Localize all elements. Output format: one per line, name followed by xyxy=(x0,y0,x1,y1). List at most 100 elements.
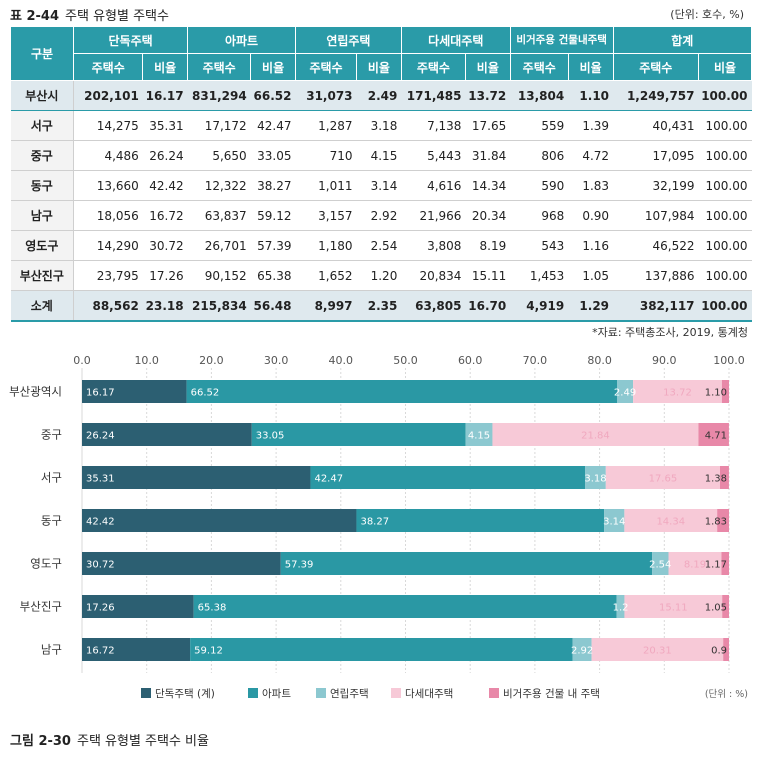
cell-ratio: 42.47 xyxy=(250,110,296,141)
cell-count: 20,834 xyxy=(401,260,466,291)
bar-value-label: 59.12 xyxy=(194,646,223,657)
cell-ratio: 31.84 xyxy=(465,140,511,171)
cell-count: 31,073 xyxy=(295,80,357,111)
cell-ratio: 1.29 xyxy=(568,290,614,322)
bar-segment xyxy=(698,423,729,446)
cell-count: 26,701 xyxy=(187,230,251,261)
cell-ratio: 65.38 xyxy=(250,260,296,291)
cell-ratio: 16.17 xyxy=(142,80,188,111)
category-label: 동구 xyxy=(41,514,62,528)
cell-count: 202,101 xyxy=(73,80,143,111)
cell-count: 3,808 xyxy=(401,230,466,261)
bar-value-label: 65.38 xyxy=(198,603,227,614)
cell-ratio: 100.00 xyxy=(698,80,752,111)
cell-count: 559 xyxy=(510,110,569,141)
cell-ratio: 57.39 xyxy=(250,230,296,261)
bar-value-label: 15.11 xyxy=(659,603,688,614)
cell-ratio: 38.27 xyxy=(250,170,296,201)
x-tick-label: 40.0 xyxy=(329,354,354,367)
header-ratio: 비율 xyxy=(250,53,296,81)
cell-ratio: 26.24 xyxy=(142,140,188,171)
bar-value-label: 26.24 xyxy=(86,431,115,442)
cell-ratio: 16.72 xyxy=(142,200,188,231)
cell-ratio: 1.20 xyxy=(356,260,402,291)
cell-ratio: 2.92 xyxy=(356,200,402,231)
cell-count: 40,431 xyxy=(613,110,699,141)
category-label: 부산진구 xyxy=(20,600,62,614)
table-row: 서구 14,275 35.31 17,172 42.47 1,287 3.18 7,138 17… xyxy=(10,110,752,141)
bar-segment xyxy=(624,509,718,532)
row-label: 남구 xyxy=(10,200,75,231)
bar-value-label: 3.14 xyxy=(603,517,625,528)
bar-segment xyxy=(723,638,729,661)
cell-count: 968 xyxy=(510,200,569,231)
bar-segment xyxy=(190,638,573,661)
cell-count: 63,837 xyxy=(187,200,251,231)
cell-count: 21,966 xyxy=(401,200,466,231)
header-count: 주택수 xyxy=(509,53,569,81)
bar-segment xyxy=(591,638,724,661)
bar-segment xyxy=(82,509,357,532)
cell-ratio: 30.72 xyxy=(142,230,188,261)
cell-ratio: 100.00 xyxy=(698,140,752,171)
table-row: 영도구 14,290 30.72 26,701 57.39 1,180 2.54 3,808 8… xyxy=(10,230,752,261)
cell-count: 171,485 xyxy=(401,80,466,111)
cell-count: 137,886 xyxy=(613,260,699,291)
legend-label: 다세대주택 xyxy=(405,688,453,700)
bar-value-label: 4.71 xyxy=(705,431,727,442)
cell-count: 17,172 xyxy=(187,110,251,141)
legend-swatch xyxy=(489,688,499,698)
bar-segment xyxy=(652,552,669,575)
cell-count: 5,443 xyxy=(401,140,466,171)
x-tick-label: 90.0 xyxy=(652,354,677,367)
cell-count: 12,322 xyxy=(187,170,251,201)
bar-segment xyxy=(616,595,625,618)
bar-value-label: 0.9 xyxy=(711,646,727,657)
cell-ratio: 15.11 xyxy=(465,260,511,291)
cell-ratio: 100.00 xyxy=(698,260,752,291)
cell-count: 46,522 xyxy=(613,230,699,261)
header-category: 구분 xyxy=(9,26,75,81)
bar-value-label: 4.15 xyxy=(468,431,490,442)
figure-caption: 그림 2-30 주택 유형별 주택수 비율 xyxy=(10,730,209,749)
row-label: 동구 xyxy=(10,170,75,201)
bar-value-label: 66.52 xyxy=(191,388,220,399)
cell-count: 13,804 xyxy=(510,80,569,111)
cell-ratio: 3.18 xyxy=(356,110,402,141)
legend-swatch xyxy=(248,688,258,698)
bar-segment xyxy=(605,466,721,489)
cell-ratio: 20.34 xyxy=(465,200,511,231)
bar-value-label: 1.2 xyxy=(613,603,629,614)
figure-caption-number: 그림 2-30 xyxy=(10,734,71,749)
x-tick-label: 0.0 xyxy=(73,354,91,367)
bar-value-label: 14.34 xyxy=(656,517,685,528)
header-group: 단독주택 xyxy=(73,26,189,54)
cell-ratio: 59.12 xyxy=(250,200,296,231)
table-caption-title: 주택 유형별 주택수 xyxy=(65,9,169,24)
bar-value-label: 42.47 xyxy=(314,474,343,485)
cell-ratio: 17.65 xyxy=(465,110,511,141)
bar-value-label: 21.84 xyxy=(581,431,610,442)
bar-segment xyxy=(604,509,625,532)
table-row: 동구 13,660 42.42 12,322 38.27 1,011 3.14 4,616 14… xyxy=(10,170,752,201)
cell-ratio: 1.39 xyxy=(568,110,614,141)
table-header-row-1: 구분 단독주택 아파트 연립주택 다세대주택 비거주용 건물내주택 합계 xyxy=(9,26,753,81)
bar-segment xyxy=(633,380,722,403)
cell-count: 14,290 xyxy=(73,230,143,261)
bar-segment xyxy=(721,552,729,575)
bar-segment xyxy=(82,380,187,403)
cell-count: 32,199 xyxy=(613,170,699,201)
bar-value-label: 57.39 xyxy=(285,560,314,571)
bar-segment xyxy=(585,466,606,489)
legend-label: 단독주택 (계) xyxy=(155,688,215,700)
bar-value-label: 1.83 xyxy=(705,517,727,528)
bar-value-label: 2.54 xyxy=(649,560,671,571)
cell-count: 5,650 xyxy=(187,140,251,171)
bar-segment xyxy=(720,466,729,489)
cell-ratio: 1.16 xyxy=(568,230,614,261)
x-tick-label: 70.0 xyxy=(523,354,548,367)
table-row: 부산진구 23,795 17.26 90,152 65.38 1,652 1.20 20,83… xyxy=(10,260,752,291)
cell-count: 23,795 xyxy=(73,260,143,291)
header-count: 주택수 xyxy=(187,53,252,81)
